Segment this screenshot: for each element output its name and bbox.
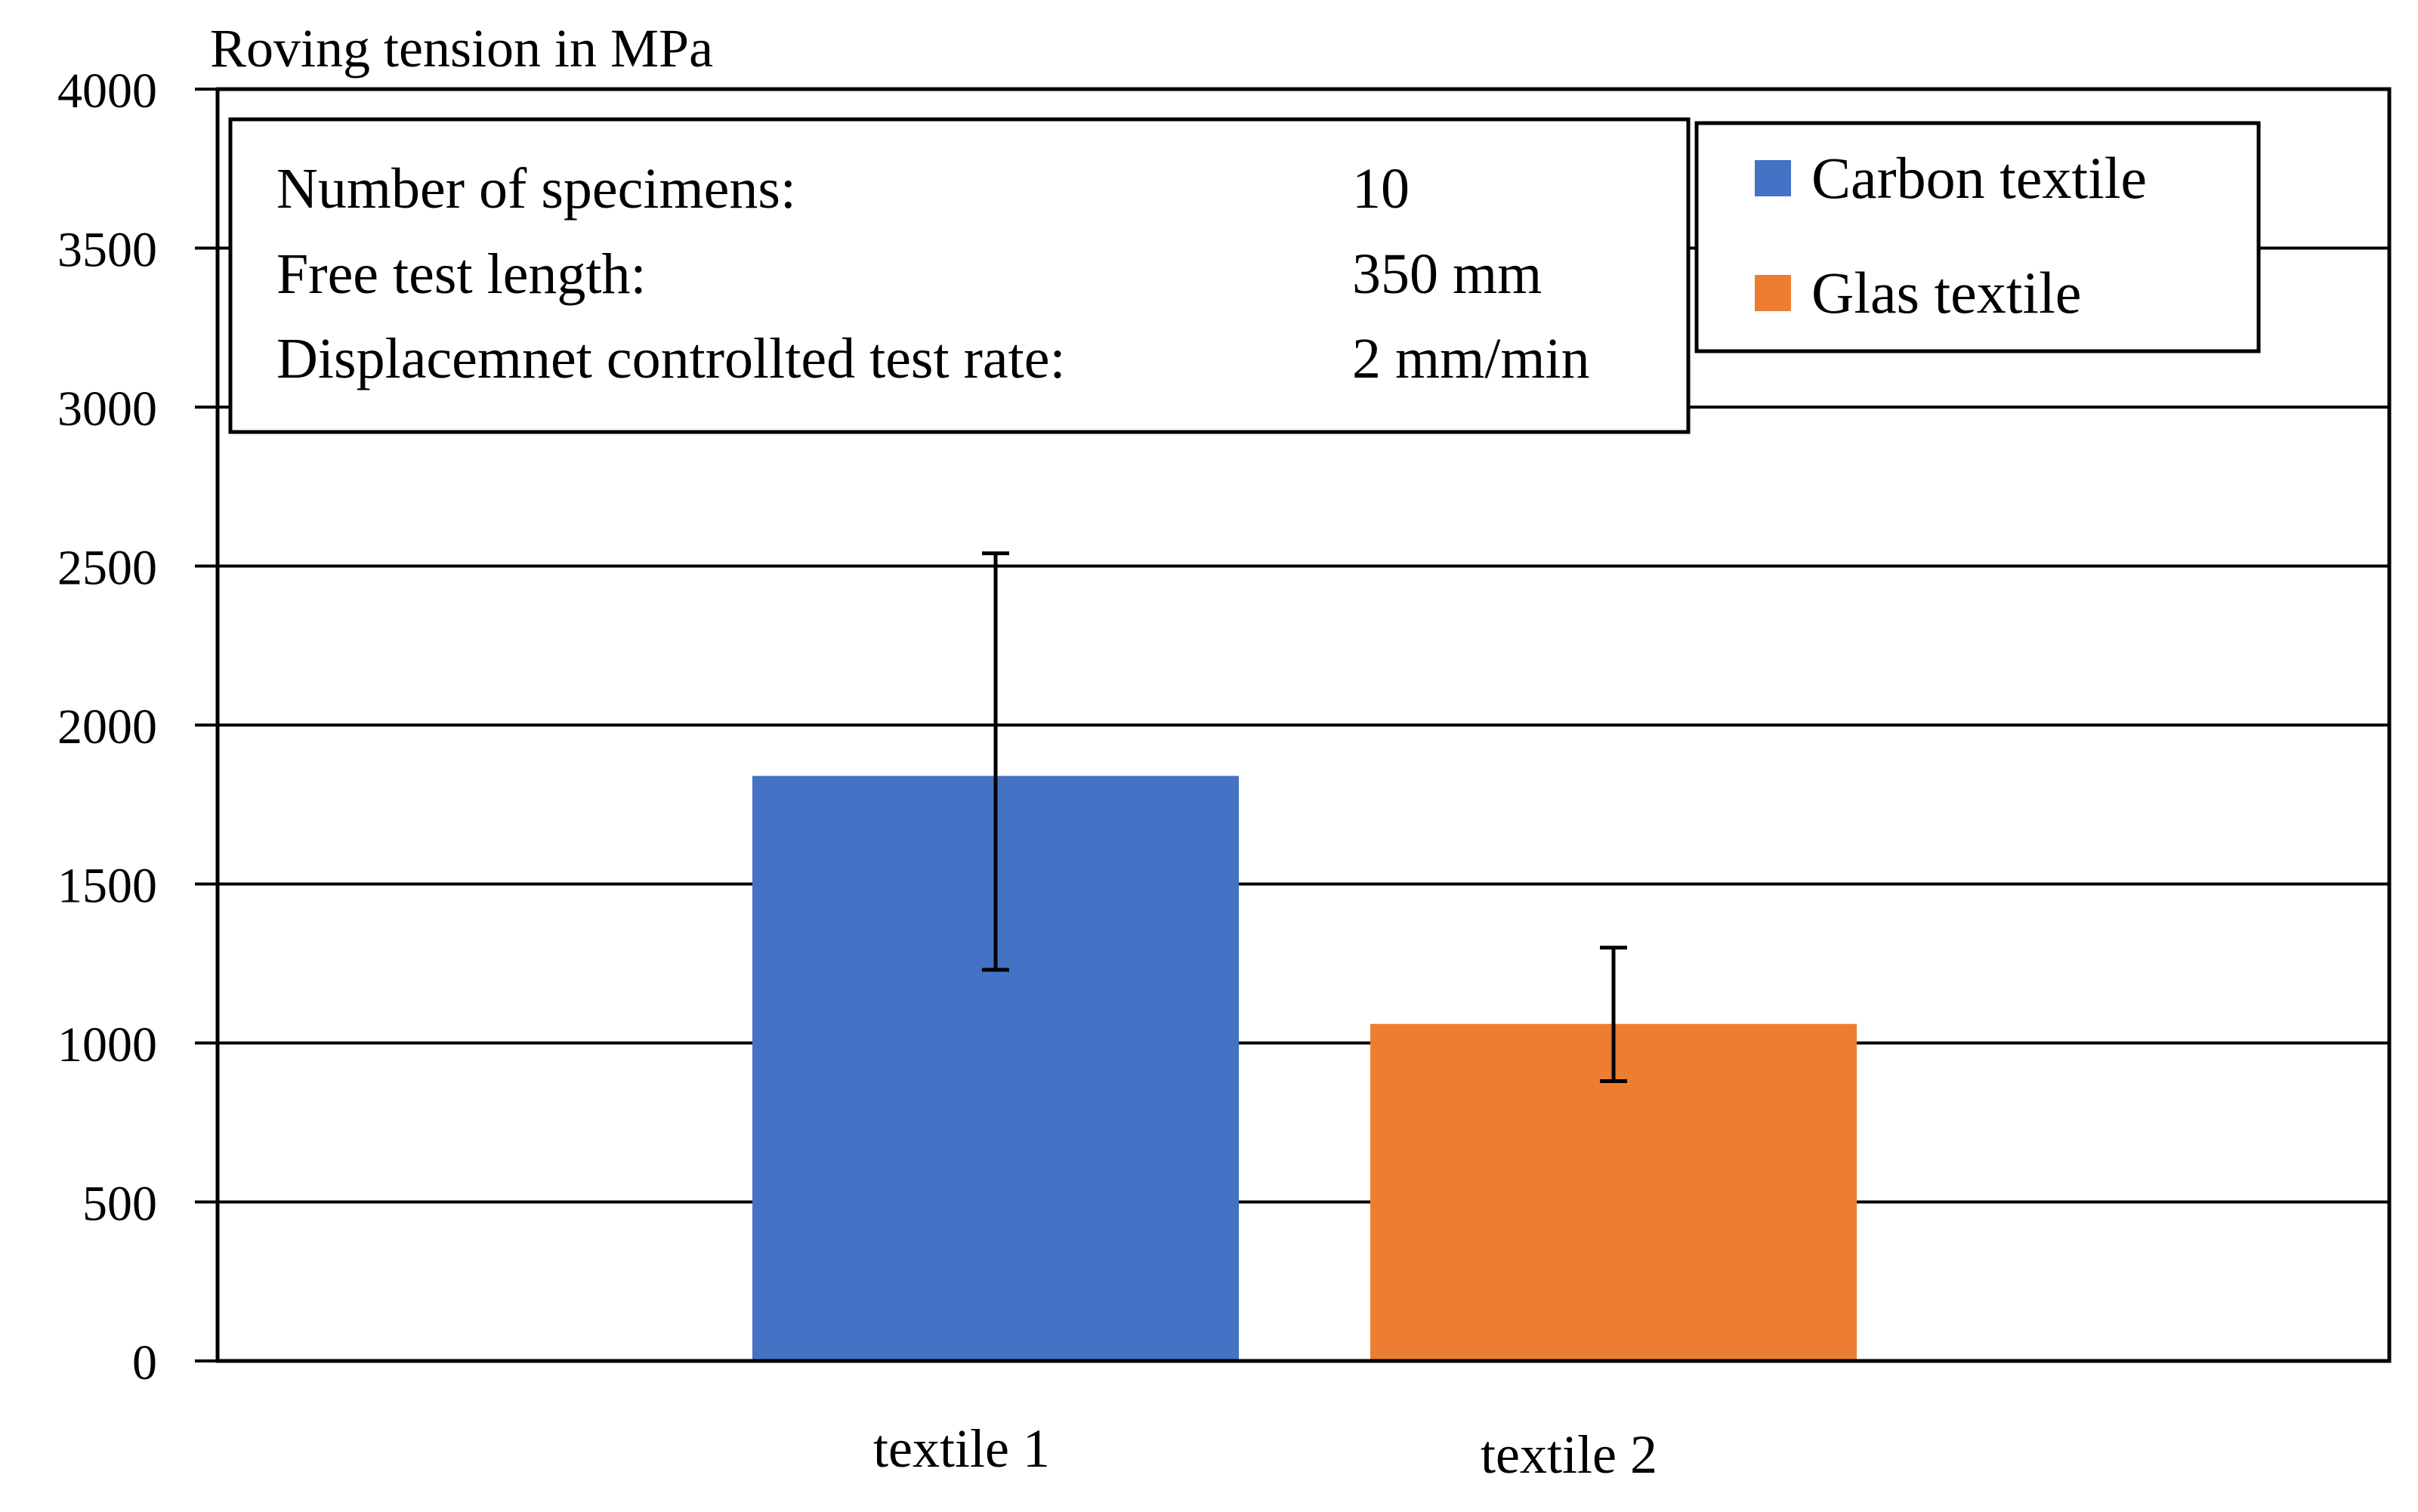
- y-tick-label-3000: 3000: [57, 381, 157, 437]
- legend: Carbon textile Glas textile: [1694, 121, 2261, 353]
- legend-swatch-glas: [1755, 275, 1791, 311]
- y-axis-title: Roving tension in MPa: [210, 18, 713, 79]
- y-tick-label-3500: 3500: [57, 223, 157, 278]
- legend-label-glas: Glas textile: [1811, 260, 2081, 326]
- info-value-test-length: 350 mm: [1352, 242, 1542, 306]
- plot-frame: [215, 87, 2392, 1363]
- x-axis-categories: textile 1 textile 2: [873, 1418, 1657, 1485]
- x-category-label-2: textile 2: [1481, 1424, 1657, 1485]
- x-category-label-1: textile 1: [873, 1418, 1050, 1479]
- y-tick-label-500: 500: [82, 1177, 157, 1232]
- legend-swatch-carbon: [1755, 160, 1791, 196]
- legend-label-carbon: Carbon textile: [1811, 145, 2147, 211]
- info-value-test-rate: 2 mm/min: [1352, 327, 1590, 390]
- y-axis-ticks: 0 500 1000 1500 2000 2500 3000 3500 4000: [57, 63, 218, 1390]
- error-bars: [982, 551, 1627, 1084]
- y-tick-label-1000: 1000: [57, 1017, 157, 1072]
- error-bar-1: [982, 551, 1009, 972]
- y-tick-label-1500: 1500: [57, 859, 157, 914]
- info-box: Number of specimens: 10 Free test length…: [228, 117, 1691, 434]
- info-label-test-length: Free test length:: [276, 242, 647, 306]
- y-tick-label-0: 0: [132, 1335, 157, 1390]
- error-bar-2: [1600, 946, 1627, 1084]
- info-value-specimens: 10: [1352, 157, 1410, 221]
- info-box-frame: [228, 117, 1691, 434]
- info-label-test-rate: Displacemnet controllted test rate:: [276, 327, 1066, 390]
- info-label-specimens: Number of specimens:: [276, 157, 796, 221]
- y-tick-label-2500: 2500: [57, 541, 157, 596]
- y-tick-label-2000: 2000: [57, 699, 157, 754]
- bars: [752, 776, 1857, 1361]
- y-tick-label-4000: 4000: [57, 63, 157, 119]
